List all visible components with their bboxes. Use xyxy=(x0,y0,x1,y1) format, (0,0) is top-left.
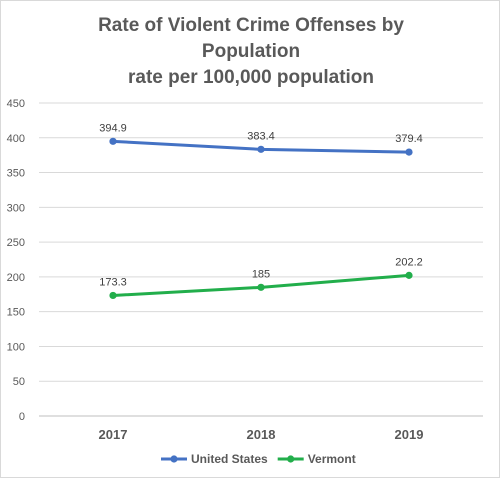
data-label-vermont: 185 xyxy=(252,268,270,280)
x-tick-label: 2019 xyxy=(395,427,424,442)
y-axis: 0 50 100 150 200 250 300 350 400 450 xyxy=(7,98,25,423)
y-tick-label: 50 xyxy=(13,376,25,388)
gridlines xyxy=(39,102,483,417)
x-tick-label: 2017 xyxy=(99,427,128,442)
data-point-vermont xyxy=(257,283,265,291)
data-point-united-states xyxy=(405,148,413,156)
legend-marker-vermont xyxy=(287,455,295,463)
legend-marker-united-states xyxy=(170,455,178,463)
legend-label-vermont: Vermont xyxy=(308,452,356,466)
y-tick-label: 250 xyxy=(7,237,25,249)
data-label-vermont: 202.2 xyxy=(395,256,423,268)
chart-title-line-3: rate per 100,000 population xyxy=(128,67,374,88)
y-tick-label: 450 xyxy=(7,98,25,110)
x-tick-label: 2018 xyxy=(247,427,276,442)
data-point-united-states xyxy=(109,137,117,145)
chart-title-line-1: Rate of Violent Crime Offenses by xyxy=(98,15,404,36)
data-label-united-states: 394.9 xyxy=(99,122,127,134)
y-tick-label: 150 xyxy=(7,307,25,319)
y-tick-label: 400 xyxy=(7,133,25,145)
series-group: 394.9 383.4 379.4 173.3 185 202.2 xyxy=(99,122,423,300)
legend: United States Vermont xyxy=(161,452,356,466)
data-label-united-states: 379.4 xyxy=(395,133,423,145)
data-point-united-states xyxy=(257,145,265,153)
y-tick-label: 200 xyxy=(7,272,25,284)
y-tick-label: 0 xyxy=(19,411,25,423)
y-tick-label: 300 xyxy=(7,202,25,214)
data-label-vermont: 173.3 xyxy=(99,276,127,288)
legend-label-united-states: United States xyxy=(191,452,268,466)
data-label-united-states: 383.4 xyxy=(247,130,275,142)
chart-title-line-2: Population xyxy=(202,41,300,62)
chart-title: Rate of Violent Crime Offenses by Popula… xyxy=(98,15,404,88)
data-point-vermont xyxy=(405,271,413,279)
x-axis: 2017 2018 2019 xyxy=(99,427,424,442)
y-tick-label: 350 xyxy=(7,168,25,180)
y-tick-label: 100 xyxy=(7,341,25,353)
data-point-vermont xyxy=(109,291,117,300)
